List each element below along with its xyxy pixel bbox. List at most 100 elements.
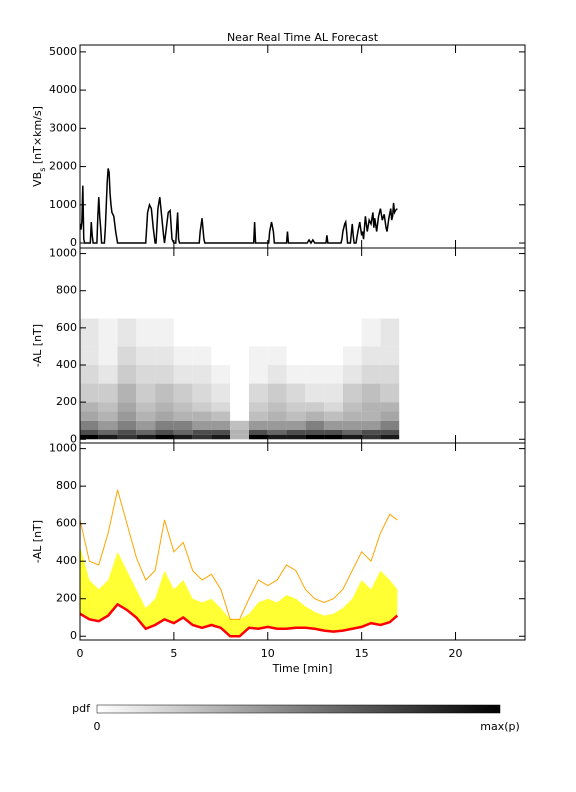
heatmap-cell xyxy=(286,411,306,421)
heatmap-cell xyxy=(211,346,231,365)
heatmap-cell xyxy=(211,383,231,403)
y-axis-label: -AL [nT] xyxy=(31,324,44,367)
heatmap-cell xyxy=(324,318,343,347)
heatmap-cell xyxy=(324,430,343,435)
heatmap-cell xyxy=(80,365,99,384)
heatmap-cell xyxy=(80,346,99,365)
heatmap-cell xyxy=(286,318,306,347)
heatmap-cell xyxy=(230,383,249,403)
y-tick-label: 5000 xyxy=(49,45,77,58)
y-tick-label: 400 xyxy=(56,358,77,371)
heatmap-cell xyxy=(286,346,306,365)
heatmap-cell xyxy=(211,365,231,384)
heatmap-cell xyxy=(361,383,381,403)
heatmap-cell xyxy=(324,402,343,412)
heatmap-cell xyxy=(305,365,325,384)
heatmap-cell xyxy=(98,420,118,430)
heatmap-cell xyxy=(136,430,156,435)
heatmap-cell xyxy=(98,402,118,412)
heatmap-cell xyxy=(155,402,174,412)
heatmap-cell xyxy=(117,420,137,430)
x-tick-label: 5 xyxy=(170,647,177,660)
heatmap-cell xyxy=(136,434,156,440)
heatmap-cell xyxy=(230,318,249,347)
heatmap-cell xyxy=(192,318,212,347)
heatmap-cell xyxy=(230,430,249,435)
heatmap-cell xyxy=(155,346,174,365)
heatmap-cell xyxy=(117,434,137,440)
heatmap-cell xyxy=(342,434,362,440)
heatmap-cell xyxy=(267,383,287,403)
heatmap-cell xyxy=(286,430,306,435)
y-axis-label-part: -AL [nT] xyxy=(31,324,44,367)
heatmap-cell xyxy=(267,346,287,365)
panel: 0 1000 2000 3000 4000 5000 VBs [nT×km/s] Near R… xyxy=(31,31,526,249)
chart-title: Near Real Time AL Forecast xyxy=(227,31,379,44)
y-axis-label-part: s xyxy=(38,168,47,172)
heatmap-cell xyxy=(230,346,249,365)
heatmap-cell xyxy=(267,402,287,412)
heatmap-cell xyxy=(305,430,325,435)
heatmap-cell xyxy=(136,318,156,347)
heatmap-cell xyxy=(173,430,193,435)
heatmap-cell xyxy=(248,434,268,440)
heatmap-cell xyxy=(380,318,400,347)
heatmap-cell xyxy=(155,434,174,440)
axes-frame xyxy=(79,442,526,641)
heatmap-cell xyxy=(361,430,381,435)
heatmap-cell xyxy=(117,430,137,435)
heatmap-cell xyxy=(98,318,118,347)
heatmap-cell xyxy=(230,411,249,421)
heatmap-cell xyxy=(211,434,231,440)
x-axis-label: Time [min] xyxy=(272,662,333,675)
heatmap-cell xyxy=(248,365,268,384)
heatmap-cell xyxy=(361,402,381,412)
heatmap-cell xyxy=(305,411,325,421)
heatmap-cell xyxy=(192,365,212,384)
x-tick-label: 15 xyxy=(355,647,369,660)
y-tick-label: 1000 xyxy=(49,442,77,455)
heatmap-cell xyxy=(324,434,343,440)
heatmap-cell xyxy=(267,411,287,421)
heatmap-cell xyxy=(192,383,212,403)
heatmap-cell xyxy=(286,365,306,384)
heatmap-cell xyxy=(324,420,343,430)
heatmap-cell xyxy=(173,383,193,403)
heatmap-cell xyxy=(98,383,118,403)
y-tick-label: 2000 xyxy=(49,160,77,173)
x-tick-label: 20 xyxy=(449,647,463,660)
y-tick-label: 200 xyxy=(56,395,77,408)
heatmap-cell xyxy=(211,430,231,435)
heatmap-cell xyxy=(324,346,343,365)
heatmap-cell xyxy=(305,318,325,347)
heatmap-cell xyxy=(211,318,231,347)
y-tick-label: 0 xyxy=(70,236,77,249)
heatmap-cell xyxy=(380,365,400,384)
heatmap-cell xyxy=(305,383,325,403)
heatmap-cell xyxy=(361,346,381,365)
heatmap-cell xyxy=(267,430,287,435)
heatmap-cell xyxy=(380,346,400,365)
heatmap-cell xyxy=(230,420,249,430)
heatmap-cell xyxy=(361,318,381,347)
heatmap-cell xyxy=(361,420,381,430)
heatmap-cell xyxy=(230,402,249,412)
heatmap-cell xyxy=(80,420,99,430)
heatmap-cell xyxy=(192,434,212,440)
heatmap-cell xyxy=(380,430,400,435)
plot-area xyxy=(80,318,400,440)
heatmap-cell xyxy=(380,402,400,412)
heatmap-cell xyxy=(286,402,306,412)
heatmap-cell xyxy=(361,365,381,384)
heatmap-cell xyxy=(342,402,362,412)
y-axis-label: VBs [nT×km/s] xyxy=(31,106,47,187)
heatmap-cell xyxy=(248,402,268,412)
heatmap-cell xyxy=(267,420,287,430)
heatmap-cell xyxy=(173,346,193,365)
heatmap-cell xyxy=(248,383,268,403)
heatmap-cell xyxy=(267,434,287,440)
heatmap-cell xyxy=(155,411,174,421)
heatmap-cell xyxy=(211,402,231,412)
heatmap-cell xyxy=(80,430,99,435)
